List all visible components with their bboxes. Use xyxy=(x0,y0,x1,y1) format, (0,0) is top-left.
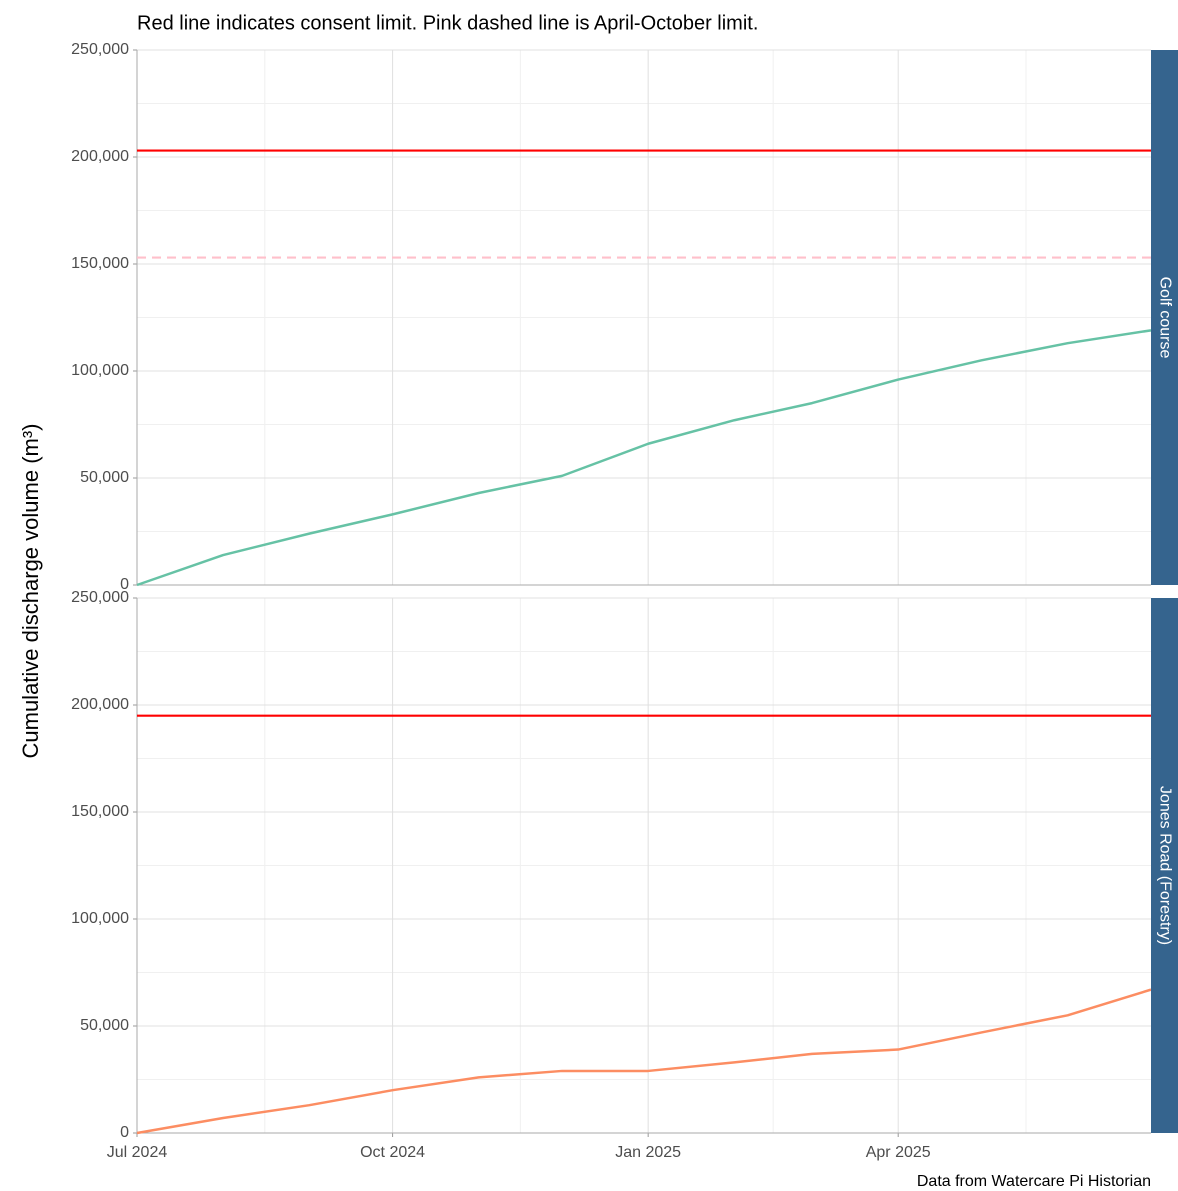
y-tick-label: 100,000 xyxy=(71,362,129,379)
y-tick-label: 250,000 xyxy=(71,41,129,58)
caption: Data from Watercare Pi Historian xyxy=(917,1173,1151,1190)
x-tick-label: Oct 2024 xyxy=(360,1144,425,1161)
y-tick-label: 50,000 xyxy=(80,1017,129,1034)
x-tick-label: Jul 2024 xyxy=(107,1144,168,1161)
y-tick-label: 50,000 xyxy=(80,469,129,486)
y-tick-label: 250,000 xyxy=(71,589,129,606)
y-tick-label: 0 xyxy=(120,1124,129,1141)
y-tick-label: 200,000 xyxy=(71,148,129,165)
y-tick-label: 100,000 xyxy=(71,910,129,927)
facet-strip xyxy=(1151,50,1178,585)
facet-label: Jones Road (Forestry) xyxy=(1156,786,1173,945)
data-line xyxy=(136,329,1152,587)
y-tick-label: 200,000 xyxy=(71,696,129,713)
x-tick-label: Jan 2025 xyxy=(615,1144,681,1161)
y-tick-label: 150,000 xyxy=(71,255,129,272)
y-tick-label: 0 xyxy=(120,576,129,593)
chart-title: Red line indicates consent limit. Pink d… xyxy=(137,12,758,34)
x-tick-label: Apr 2025 xyxy=(866,1144,931,1161)
facet-label: Golf course xyxy=(1156,277,1173,359)
y-tick-label: 150,000 xyxy=(71,803,129,820)
y-axis-title: Cumulative discharge volume (m³) xyxy=(18,424,43,759)
data-line xyxy=(136,988,1152,1135)
facet-strip xyxy=(1151,598,1178,1133)
